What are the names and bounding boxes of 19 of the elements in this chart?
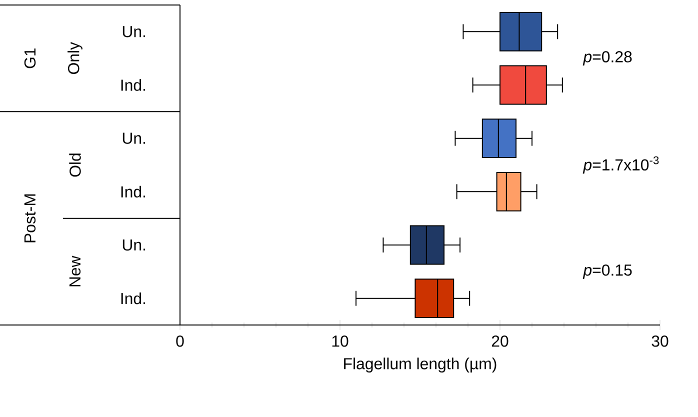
annotation: p=0.15 xyxy=(582,264,632,279)
text: Old xyxy=(69,154,81,177)
annotation: p=0.28 xyxy=(582,51,632,66)
x-tick-label: 30 xyxy=(652,336,668,347)
x-tick-label: 0 xyxy=(176,336,184,347)
text: New xyxy=(69,256,81,286)
y-tick-label: Un. xyxy=(122,132,146,144)
x-tick-label: 10 xyxy=(332,336,348,347)
y-tick-label: Ind. xyxy=(121,292,146,304)
x-axis-title: Flagellum length (µm) xyxy=(344,358,496,372)
text: G1 xyxy=(24,48,36,68)
y-tick-label: Ind. xyxy=(121,79,146,91)
annotation: p=1.7x10$^{-3}$ xyxy=(582,156,659,174)
text: Post-M xyxy=(24,194,36,242)
x-tick-label: 20 xyxy=(492,336,508,347)
y-tick-label: Un. xyxy=(122,26,146,38)
y-tick-label: Un. xyxy=(122,239,146,251)
y-tick-label: Ind. xyxy=(121,186,146,198)
text: Only xyxy=(68,42,82,74)
